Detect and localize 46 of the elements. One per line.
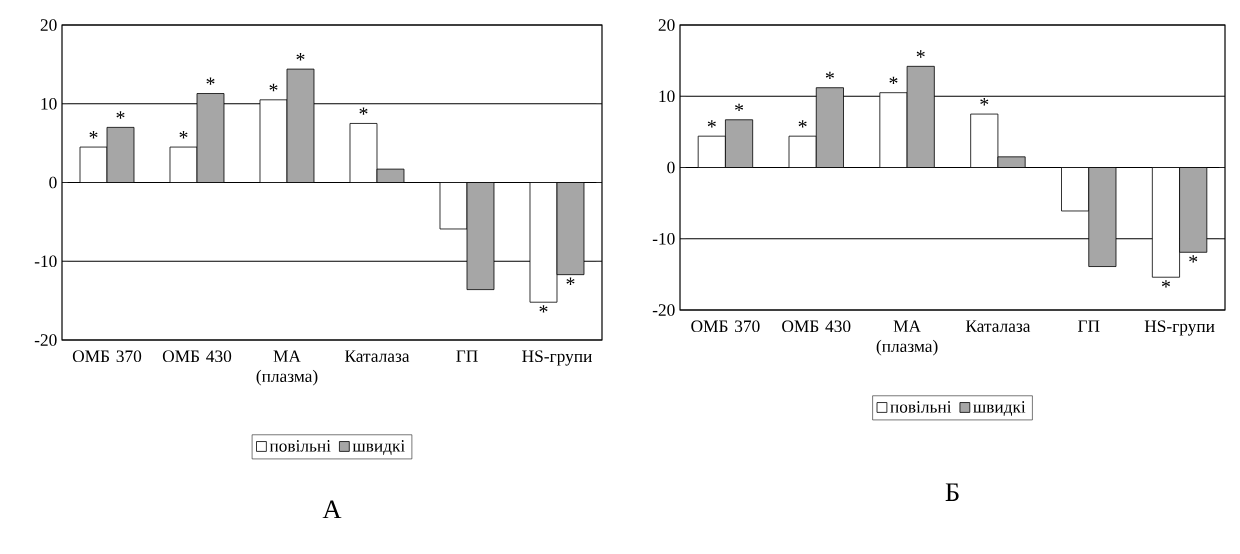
y-tick-label: -20 [652,304,675,316]
data-label: * [825,71,834,80]
data-label: * [707,120,716,128]
x-tick-label: ГП [456,350,478,362]
x-tick-label: HS-групи [1144,320,1215,336]
y-tick-label: 10 [41,97,57,110]
x-tick-label: МА (плазма) [256,350,318,386]
legend-label: швидкі [352,440,405,455]
data-label: * [269,83,278,92]
data-label: * [89,131,98,139]
legend-label: повільні [890,401,952,413]
x-tick-label: ОМБ 430 [782,320,851,333]
y-tick-label: 10 [659,90,675,103]
data-label: * [735,103,744,112]
x-tick-label: ОМБ 370 [691,320,760,333]
x-tick-label: Каталаза [344,350,410,362]
x-tick-label: Каталаза [965,320,1031,332]
data-label: * [1161,280,1170,288]
data-label: * [889,76,898,85]
y-tick-label: -10 [652,232,675,245]
x-tick-label: HS-групи [522,350,592,366]
data-label: * [116,111,125,119]
y-tick-label: 0 [49,176,57,189]
y-tick-label: -10 [34,255,57,268]
legend-label: швидкі [973,401,1026,416]
y-tick-label: 20 [658,19,675,31]
data-label: * [179,131,188,139]
data-label: * [296,53,305,61]
data-label: * [980,98,989,106]
y-tick-label: 0 [667,161,675,174]
y-tick-label: -20 [34,334,57,346]
text: А [322,500,342,519]
x-tick-label: ОМБ 370 [72,350,142,363]
data-label: * [1189,255,1198,263]
data-label: * [539,305,548,313]
x-tick-label: ГП [1077,320,1100,332]
y-tick-label: 20 [40,19,57,31]
legend-label: повільні [269,440,331,452]
x-tick-label: ОМБ 430 [162,350,232,363]
x-tick-label: МА (плазма) [876,320,938,356]
data-label: * [359,107,368,115]
data-label: * [916,50,925,58]
data-label: * [566,277,575,285]
data-label: * [798,120,807,128]
data-label: * [206,77,215,85]
text: Б [945,483,959,501]
